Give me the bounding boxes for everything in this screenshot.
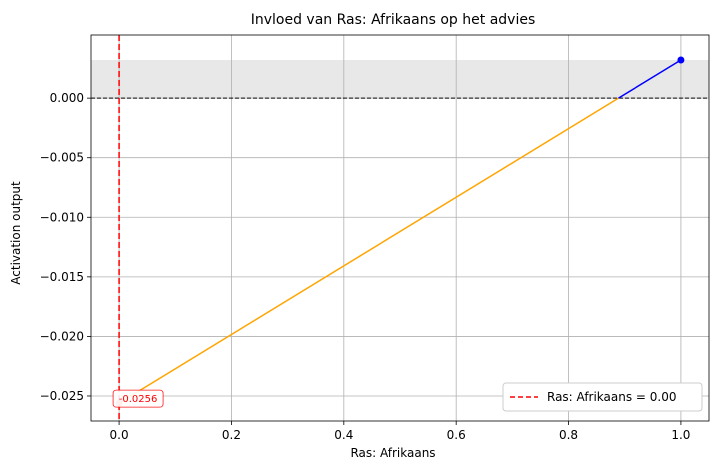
plot-area: -0.0256 0.0 0.2 0.4 0.6 0.8 1.0 −0.025 −0.020 −0.… [40,34,710,442]
chart-title: Invloed van Ras: Afrikaans op het advies [251,12,536,28]
y-axis-label: Activation output [9,181,23,285]
legend-box [502,382,703,412]
x-tick-label: 0.2 [222,428,241,442]
x-tick-label: 0.0 [110,428,129,442]
legend-entry-label: Ras: Afrikaans = 0.00 [547,390,677,404]
axes-frame [90,34,710,422]
x-axis-label: Ras: Afrikaans [350,446,435,460]
annotation-label: -0.0256 [119,394,158,405]
y-tick-label: −0.010 [40,210,84,224]
shaded-band [91,60,709,99]
y-tick-label: −0.020 [40,329,84,343]
y-tick-label: −0.025 [40,389,84,403]
annotation-box [112,389,164,408]
legend: Ras: Afrikaans = 0.00 [502,382,703,412]
x-tick-label: 1.0 [671,428,690,442]
series-line-negative [118,97,619,404]
x-tick-label: 0.6 [447,428,466,442]
x-tick-label: 0.4 [334,428,353,442]
series-line-positive [618,59,682,99]
x-tick-label: 0.8 [559,428,578,442]
data-point [677,56,685,64]
y-tick-label: −0.005 [40,151,84,165]
y-tick-label: −0.015 [40,270,84,284]
y-tick-label: 0.000 [50,91,84,105]
